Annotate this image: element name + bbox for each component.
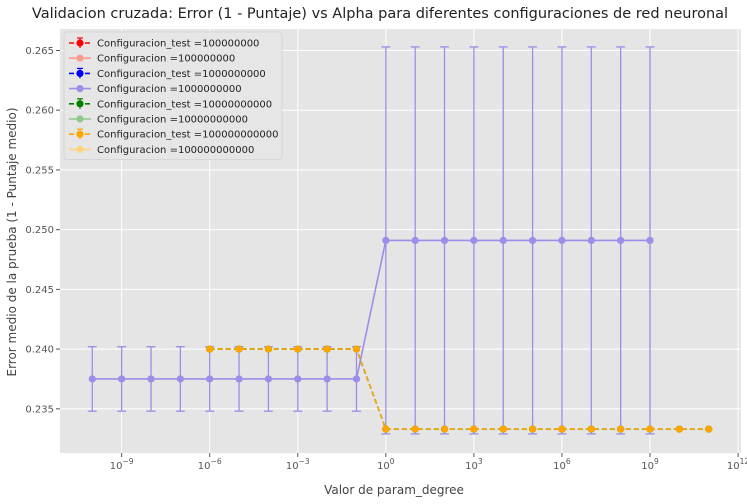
series [206,345,713,433]
data-point [587,236,595,245]
x-tick-label: 103 [465,457,483,472]
data-point [411,236,419,245]
data-point [440,236,449,245]
data-point [470,236,478,245]
y-tick-label: 0.255 [25,165,54,176]
data-point [558,425,566,433]
data-point [617,236,625,245]
data-point [646,425,654,433]
data-point [294,375,302,383]
data-point [235,345,243,353]
data-point [470,425,478,433]
axis-ticks: 10−9 10−6 10−3 100 103 106 109 1012 0.235 0.240 0.… [25,46,747,472]
x-tick-label: 106 [553,457,571,472]
data-point [118,375,126,383]
legend-marker [76,100,84,108]
data-point [176,375,184,383]
legend: Configuracion_test =100000000 Configuraci… [63,31,283,160]
data-point [528,236,537,245]
x-tick-label: 100 [377,457,395,472]
data-point [705,425,713,433]
legend-label: Configuracion_test =1000000000 [97,69,266,80]
x-tick-label: 109 [641,457,659,472]
series-line [209,348,709,430]
legend-label: Configuracion_test =10000000000 [97,99,272,110]
legend-item: Configuracion_test =10000000000 [69,98,272,110]
data-point [587,425,595,433]
legend-marker [76,85,84,93]
legend-item: Configuracion =100000000 [69,54,235,65]
legend-marker [76,54,84,62]
data-point [323,375,331,383]
data-point [382,236,390,245]
data-point [235,375,243,383]
x-tick-label: 10−3 [286,457,310,472]
data-point [264,375,273,383]
legend-item: Configuracion =10000000000 [69,115,248,126]
y-tick-label: 0.265 [25,46,54,57]
data-point [558,236,566,245]
x-tick-label: 1012 [727,457,747,472]
legend-label: Configuracion =100000000000 [97,145,254,156]
data-point [294,345,302,353]
legend-label: Configuracion =100000000 [97,54,235,65]
data-point [499,236,507,245]
data-point [147,375,155,383]
legend-marker [76,115,84,123]
legend-label: Configuracion =1000000000 [97,84,242,95]
legend-item: Configuracion_test =100000000000 [69,128,279,141]
y-tick-label: 0.260 [25,106,54,117]
legend-box [63,31,283,160]
legend-item: Configuracion_test =1000000000 [69,67,266,80]
legend-label: Configuracion_test =100000000 [97,39,259,50]
x-tick-label: 10−9 [110,457,134,472]
series-layer [87,46,713,435]
legend-item: Configuracion_test =100000000 [69,37,259,50]
data-point [675,425,683,433]
data-point [528,425,537,433]
y-axis-label: Error medio de la prueba (1 - Puntaje me… [5,107,19,376]
series [87,46,655,435]
y-tick-label: 0.240 [25,345,54,356]
data-point [352,375,361,383]
data-point [382,425,390,433]
y-tick-label: 0.250 [25,225,54,236]
legend-item: Configuracion =1000000000 [69,84,242,95]
y-tick-label: 0.245 [25,285,54,296]
x-tick-label: 10−6 [198,457,222,472]
series-line [92,239,651,380]
y-tick-label: 0.235 [25,404,54,415]
legend-marker [76,69,84,77]
legend-marker [76,145,84,153]
data-point [617,425,625,433]
data-point [264,345,273,353]
chart-title: Validacion cruzada: Error (1 - Puntaje) … [32,6,728,22]
legend-marker [76,130,84,138]
legend-label: Configuracion =10000000000 [97,115,248,126]
data-point [646,236,654,245]
data-point [206,345,214,353]
x-axis-label: Valor de param_degree [324,483,464,497]
legend-label: Configuracion_test =100000000000 [97,130,279,141]
data-point [323,345,331,353]
data-point [206,375,214,383]
data-point [88,375,96,383]
legend-marker [76,39,84,47]
grid-lines [60,29,741,453]
legend-item: Configuracion =100000000000 [69,145,254,156]
data-point [411,425,419,433]
data-point [440,425,449,433]
data-point [499,425,507,433]
data-point [352,345,361,353]
